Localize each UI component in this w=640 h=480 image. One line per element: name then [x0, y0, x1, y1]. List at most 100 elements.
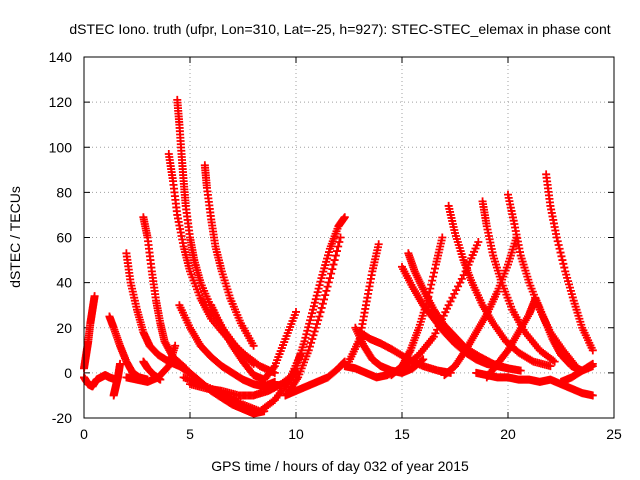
- data-point: [330, 256, 339, 265]
- data-point: [324, 278, 333, 287]
- data-point: [312, 319, 321, 328]
- data-point: [426, 284, 435, 293]
- data-point: [322, 286, 331, 295]
- data-point: [310, 327, 319, 336]
- data-point: [318, 299, 327, 308]
- grid-lines: [84, 57, 614, 418]
- y-tick-label: 60: [56, 230, 72, 246]
- data-point: [558, 256, 567, 265]
- data-point: [331, 251, 340, 260]
- data-point: [548, 356, 557, 365]
- data-point: [455, 278, 464, 287]
- data-series-18: [281, 213, 349, 391]
- x-tick-label: 20: [500, 426, 516, 442]
- data-point: [334, 242, 343, 251]
- y-tick-labels: -20 0 20 40 60 80 100 120 140: [49, 49, 73, 426]
- data-point: [314, 316, 323, 325]
- data-point: [427, 280, 436, 289]
- data-point: [450, 289, 459, 298]
- data-point: [474, 238, 483, 247]
- data-point: [546, 362, 555, 371]
- data-point: [405, 348, 414, 357]
- y-tick-label: 140: [49, 49, 73, 65]
- data-point: [374, 240, 383, 249]
- data-point: [552, 233, 561, 242]
- data-point: [311, 323, 320, 332]
- data-point: [555, 244, 564, 253]
- data-series-13: [175, 301, 279, 391]
- data-series-26: [387, 233, 447, 380]
- data-series-27: [444, 201, 555, 371]
- data-point: [328, 265, 337, 274]
- data-series-28: [478, 197, 559, 366]
- data-point: [554, 241, 563, 250]
- data-point: [588, 346, 597, 355]
- data-point: [553, 237, 562, 246]
- data-series-14: [207, 301, 300, 384]
- data-series-16: [179, 350, 305, 416]
- data-point: [317, 303, 326, 312]
- data-point: [429, 272, 438, 281]
- y-tick-label: -20: [52, 410, 72, 426]
- y-tick-label: 40: [56, 275, 72, 291]
- data-point: [332, 247, 341, 256]
- data-point: [323, 282, 332, 291]
- data-point: [419, 355, 428, 364]
- data-point: [454, 282, 463, 291]
- data-point: [336, 233, 345, 242]
- data-point: [309, 331, 318, 340]
- x-tick-label: 0: [80, 426, 88, 442]
- data-point: [329, 260, 338, 269]
- data-point: [335, 238, 344, 247]
- data-point: [90, 292, 99, 301]
- data-point: [438, 233, 447, 242]
- data-series-5: [122, 249, 173, 366]
- data-point: [171, 341, 180, 350]
- data-point: [305, 342, 314, 351]
- x-tick-label: 10: [288, 426, 304, 442]
- x-tick-label: 5: [186, 426, 194, 442]
- data-point: [446, 297, 455, 306]
- data-series-31: [542, 170, 597, 355]
- y-tick-label: 120: [49, 94, 73, 110]
- y-tick-label: 100: [49, 139, 73, 155]
- data-point: [320, 295, 329, 304]
- data-point: [340, 213, 349, 222]
- data-point: [557, 252, 566, 261]
- data-point: [116, 359, 125, 368]
- data-series-4: [109, 359, 125, 400]
- data-series-35: [557, 362, 597, 386]
- data-point: [588, 362, 597, 371]
- data-point: [428, 276, 437, 285]
- y-tick-label: 0: [64, 365, 72, 381]
- y-axis-label: dSTEC / TECUs: [7, 186, 23, 288]
- data-point: [321, 291, 330, 300]
- data-point: [156, 375, 165, 384]
- data-point: [448, 293, 457, 302]
- data-point: [556, 248, 565, 257]
- data-series-1: [80, 292, 99, 373]
- x-axis-label: GPS time / hours of day 032 of year 2015: [211, 458, 469, 474]
- data-point: [423, 296, 432, 305]
- y-tick-label: 20: [56, 320, 72, 336]
- data-point: [430, 264, 439, 273]
- data-point: [559, 259, 568, 268]
- x-tick-label: 15: [394, 426, 410, 442]
- x-tick-labels: 0 5 10 15 20 25: [80, 426, 622, 442]
- data-point: [452, 286, 461, 295]
- data-point: [316, 308, 325, 317]
- data-series-8: [139, 357, 165, 384]
- data-point: [430, 268, 439, 277]
- data-point: [292, 307, 300, 316]
- data-series-11: [200, 161, 258, 350]
- data-point: [425, 288, 434, 297]
- data-point: [457, 274, 466, 283]
- x-tick-label: 25: [606, 426, 622, 442]
- data-point: [269, 363, 278, 372]
- data-series-33: [482, 294, 540, 382]
- data-point: [292, 375, 301, 384]
- data-point: [325, 274, 334, 283]
- data-point: [560, 263, 569, 272]
- data-point: [247, 358, 256, 367]
- data-point: [308, 335, 317, 344]
